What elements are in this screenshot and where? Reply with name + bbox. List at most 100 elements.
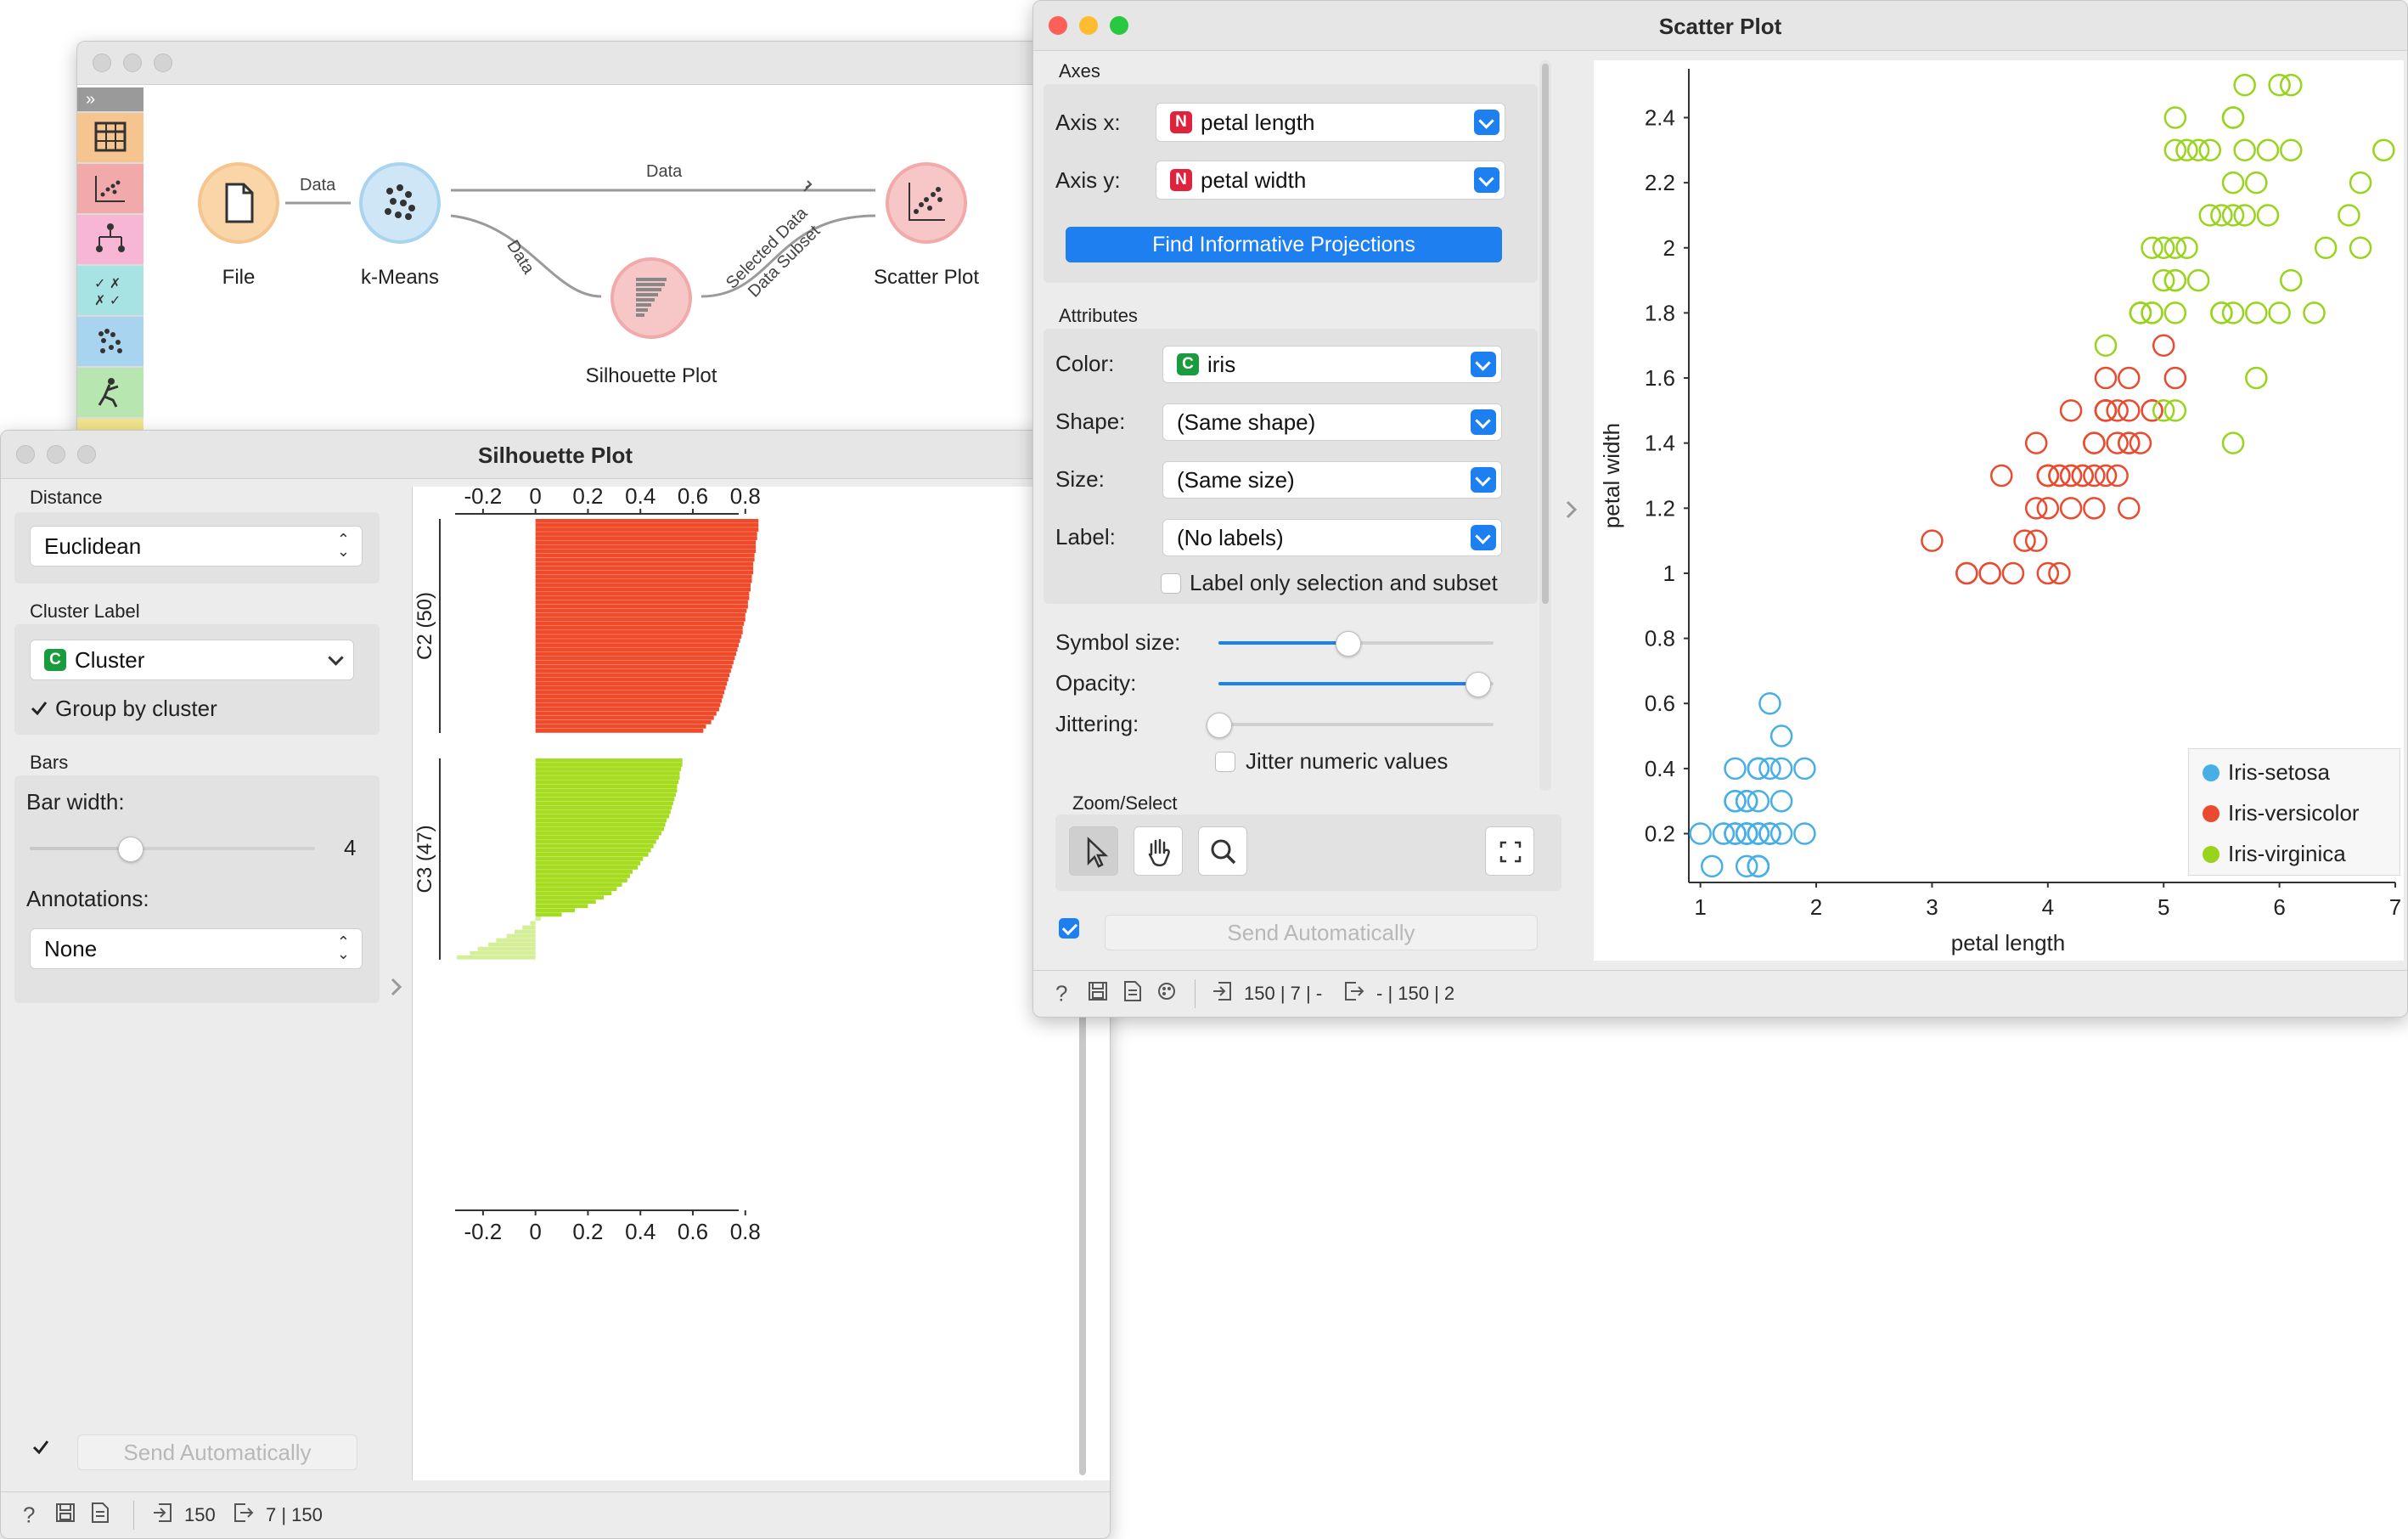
scatter-point — [2372, 138, 2395, 162]
scatter-send-automatically-button[interactable]: Send Automatically — [1105, 915, 1538, 950]
scatter-point — [1735, 789, 1758, 813]
scatter-point — [1747, 757, 1770, 781]
pointer-icon — [1087, 837, 1109, 868]
svg-text:✗ ✓: ✗ ✓ — [94, 294, 121, 308]
panel-collapse-arrow-icon[interactable] — [388, 974, 405, 1000]
close-icon[interactable] — [93, 54, 111, 72]
silhouette-send-automatically-button[interactable]: Send Automatically — [77, 1435, 357, 1470]
category-visualize-icon[interactable] — [77, 164, 143, 213]
category-model-icon[interactable] — [77, 215, 143, 264]
x-tick-label-top: -0.2 — [464, 487, 502, 509]
scatter-point — [2175, 236, 2198, 260]
bar-width-slider-handle[interactable] — [117, 837, 143, 862]
widget-file[interactable] — [196, 161, 281, 245]
report-icon[interactable] — [91, 1502, 110, 1529]
scatter-point — [2106, 431, 2129, 454]
category-add-ons-icon[interactable] — [77, 368, 143, 417]
symbol-size-slider[interactable] — [1218, 631, 1494, 657]
scatter-point — [1701, 854, 1724, 878]
shape-select[interactable]: (Same shape) — [1162, 403, 1502, 441]
color-select[interactable]: C iris — [1162, 346, 1502, 383]
controls-scrollbar-thumb[interactable] — [1542, 64, 1549, 604]
legend-versicolor-label: Iris-versicolor — [2228, 800, 2360, 826]
output-count: - | 150 | 2 — [1376, 983, 1455, 1004]
help-icon[interactable]: ? — [23, 1502, 36, 1528]
numeric-badge-icon: N — [1170, 111, 1192, 133]
silhouette-bar — [535, 870, 633, 874]
axis-x-label: Axis x: — [1055, 110, 1121, 135]
chevron-down-icon — [328, 650, 344, 666]
x-tick-label-top: 0.4 — [625, 487, 655, 509]
size-select[interactable]: (Same size) — [1162, 461, 1502, 499]
save-icon[interactable] — [1088, 981, 1108, 1006]
minimize-icon[interactable] — [47, 445, 65, 464]
label-only-selection-checkbox[interactable] — [1161, 573, 1181, 594]
x-tick-label: 6 — [2273, 894, 2285, 920]
size-value: (Same size) — [1177, 466, 1295, 493]
visual-settings-icon[interactable] — [1156, 980, 1178, 1007]
toolbox-expand-icon[interactable]: » — [77, 87, 143, 111]
scatter-point — [2083, 497, 2106, 520]
reset-zoom-button[interactable] — [1485, 826, 1534, 876]
scatter-point — [2083, 464, 2106, 488]
workflow-links — [285, 180, 876, 298]
silhouette-bar — [535, 878, 627, 882]
jitter-numeric-checkbox[interactable] — [1215, 752, 1235, 772]
silhouette-bar — [535, 574, 752, 579]
label-select[interactable]: (No labels) — [1162, 519, 1502, 556]
category-data-icon[interactable] — [77, 113, 143, 162]
opacity-slider-handle[interactable] — [1465, 672, 1491, 697]
group-by-checkmark-icon[interactable] — [30, 699, 48, 716]
zoom-icon[interactable] — [154, 54, 172, 72]
widget-kmeans[interactable] — [357, 161, 442, 245]
silhouette-bar — [535, 775, 680, 780]
jittering-slider[interactable] — [1207, 713, 1494, 738]
jittering-slider-handle[interactable] — [1207, 713, 1232, 738]
pan-tool-button[interactable] — [1134, 826, 1183, 876]
symbol-size-slider-handle[interactable] — [1336, 631, 1362, 657]
axis-y-select[interactable]: N petal width — [1156, 161, 1505, 200]
annotations-select[interactable]: None ⌃ ⌄ — [30, 928, 363, 969]
cluster-label-select[interactable]: C Cluster — [30, 640, 354, 680]
group-by-cluster-label: Group by cluster — [55, 696, 217, 721]
send-auto-checkmark-icon[interactable] — [31, 1438, 50, 1457]
close-icon[interactable] — [16, 445, 35, 464]
status-divider — [133, 1501, 134, 1530]
minimize-icon[interactable] — [123, 54, 142, 72]
find-informative-projections-button[interactable]: Find Informative Projections — [1066, 227, 1502, 262]
scatter-send-automatically-checkbox[interactable] — [1059, 918, 1079, 939]
opacity-slider[interactable] — [1218, 672, 1494, 697]
scatter-point — [1921, 529, 1944, 552]
zoom-tool-button[interactable] — [1198, 826, 1247, 876]
distance-select[interactable]: Euclidean ⌃ ⌄ — [30, 526, 363, 567]
x-tick-label: 1 — [1694, 894, 1706, 920]
select-tool-button[interactable] — [1069, 826, 1118, 876]
chevron-down-icon — [1471, 409, 1496, 435]
y-tick-label: 1 — [1663, 561, 1675, 586]
bar-width-slider[interactable] — [30, 837, 315, 862]
help-icon[interactable]: ? — [1055, 980, 1068, 1006]
silhouette-bar — [535, 673, 730, 678]
controls-scrollbar[interactable] — [1539, 60, 1551, 791]
category-evaluate-icon[interactable]: ✓ ✗ ✗ ✓ — [77, 266, 143, 315]
minimize-icon[interactable] — [1079, 16, 1098, 35]
symbol-size-label: Symbol size: — [1055, 629, 1181, 655]
scatter-point — [2118, 399, 2141, 422]
silhouette-bar — [535, 647, 738, 651]
panel-collapse-arrow-icon[interactable] — [1563, 497, 1580, 522]
silhouette-bar — [535, 843, 654, 848]
silhouette-bar — [535, 728, 704, 733]
scatter-point — [2152, 334, 2175, 357]
category-unsupervised-icon[interactable] — [77, 317, 143, 366]
report-icon[interactable] — [1123, 980, 1142, 1007]
silhouette-bar — [535, 852, 649, 857]
categorical-badge-icon: C — [1177, 353, 1199, 375]
zoom-icon[interactable] — [1110, 16, 1128, 35]
widget-scatter-plot[interactable] — [884, 161, 969, 245]
widget-silhouette[interactable] — [609, 256, 694, 341]
save-icon[interactable] — [55, 1502, 76, 1528]
axis-x-select[interactable]: N petal length — [1156, 103, 1505, 142]
y-tick-label: 1.8 — [1645, 300, 1675, 325]
zoom-icon[interactable] — [77, 445, 96, 464]
close-icon[interactable] — [1049, 16, 1067, 35]
